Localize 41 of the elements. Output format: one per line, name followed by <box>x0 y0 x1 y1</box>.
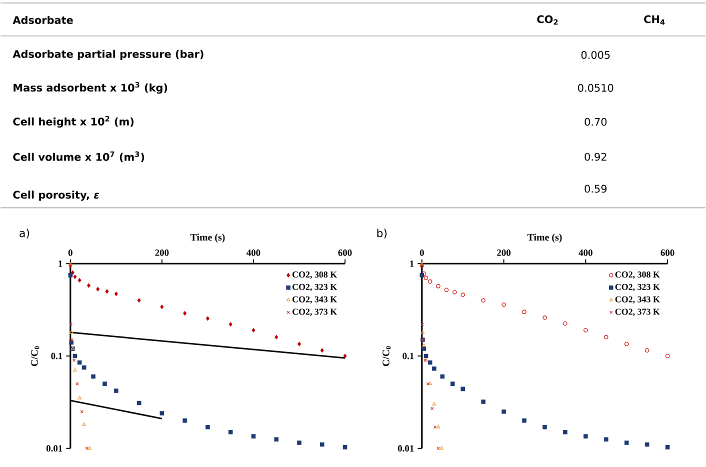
y-tick-label: 1 <box>58 260 62 267</box>
text: 0.92 <box>584 152 606 161</box>
legend-label: CO2, 308 K <box>292 271 338 279</box>
x-tick-label: 400 <box>246 249 260 256</box>
text: 0.0510 <box>578 84 614 92</box>
text: Cell volume x 10$^{7}$ (m$^{3}$) <box>13 151 144 162</box>
text: CO$_{2}$ <box>537 15 558 25</box>
chart-title: b) <box>377 228 387 238</box>
text: 0.005 <box>581 50 610 59</box>
x-tick-label: 0 <box>420 249 424 256</box>
legend-label: CO2, 323 K <box>292 284 338 292</box>
x-tick-label: 200 <box>155 249 169 256</box>
y-axis-title: C/C$_{0}$ <box>382 346 391 366</box>
chart-title: a) <box>20 228 30 238</box>
y-tick-label: 0.1 <box>51 352 62 360</box>
y-tick-label: 0.01 <box>398 444 414 452</box>
x-axis-title: Time (s) <box>190 233 225 243</box>
x-tick-label: 600 <box>660 249 674 256</box>
x-tick-label: 200 <box>497 249 511 256</box>
text: 0.59 <box>584 184 607 193</box>
y-tick-label: 0.1 <box>402 352 414 360</box>
x-tick-label: 600 <box>338 249 352 256</box>
x-tick-label: 400 <box>578 249 592 256</box>
text: CH$_{4}$ <box>644 15 665 25</box>
legend-label: CO2, 373 K <box>615 308 660 316</box>
text: Cell height x 10$^{2}$ (m) <box>13 116 134 128</box>
legend-label: CO2, 373 K <box>292 308 338 316</box>
text: Cell porosity, ε <box>13 190 100 201</box>
y-tick-label: 0.01 <box>46 444 62 452</box>
text: Adsorbate <box>12 16 73 24</box>
y-tick-label: 1 <box>410 260 414 267</box>
x-axis-title: Time (s) <box>527 233 562 243</box>
legend-label: CO2, 343 K <box>615 296 660 304</box>
x-tick-label: 0 <box>68 249 72 256</box>
y-axis-title: C/C$_{0}$ <box>31 346 40 366</box>
legend-label: CO2, 343 K <box>292 296 338 304</box>
legend-label: CO2, 308 K <box>615 271 660 279</box>
text: 0.70 <box>584 118 607 126</box>
text: Adsorbate partial pressure (bar) <box>12 50 204 60</box>
text: Mass adsorbent x 10$^{3}$ (kg) <box>14 82 168 94</box>
legend-label: CO2, 323 K <box>615 284 660 292</box>
